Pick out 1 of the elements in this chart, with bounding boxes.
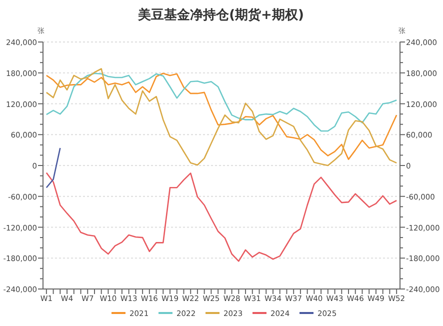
chart-title: 美豆基金净持仓(期货+期权) xyxy=(137,7,304,23)
